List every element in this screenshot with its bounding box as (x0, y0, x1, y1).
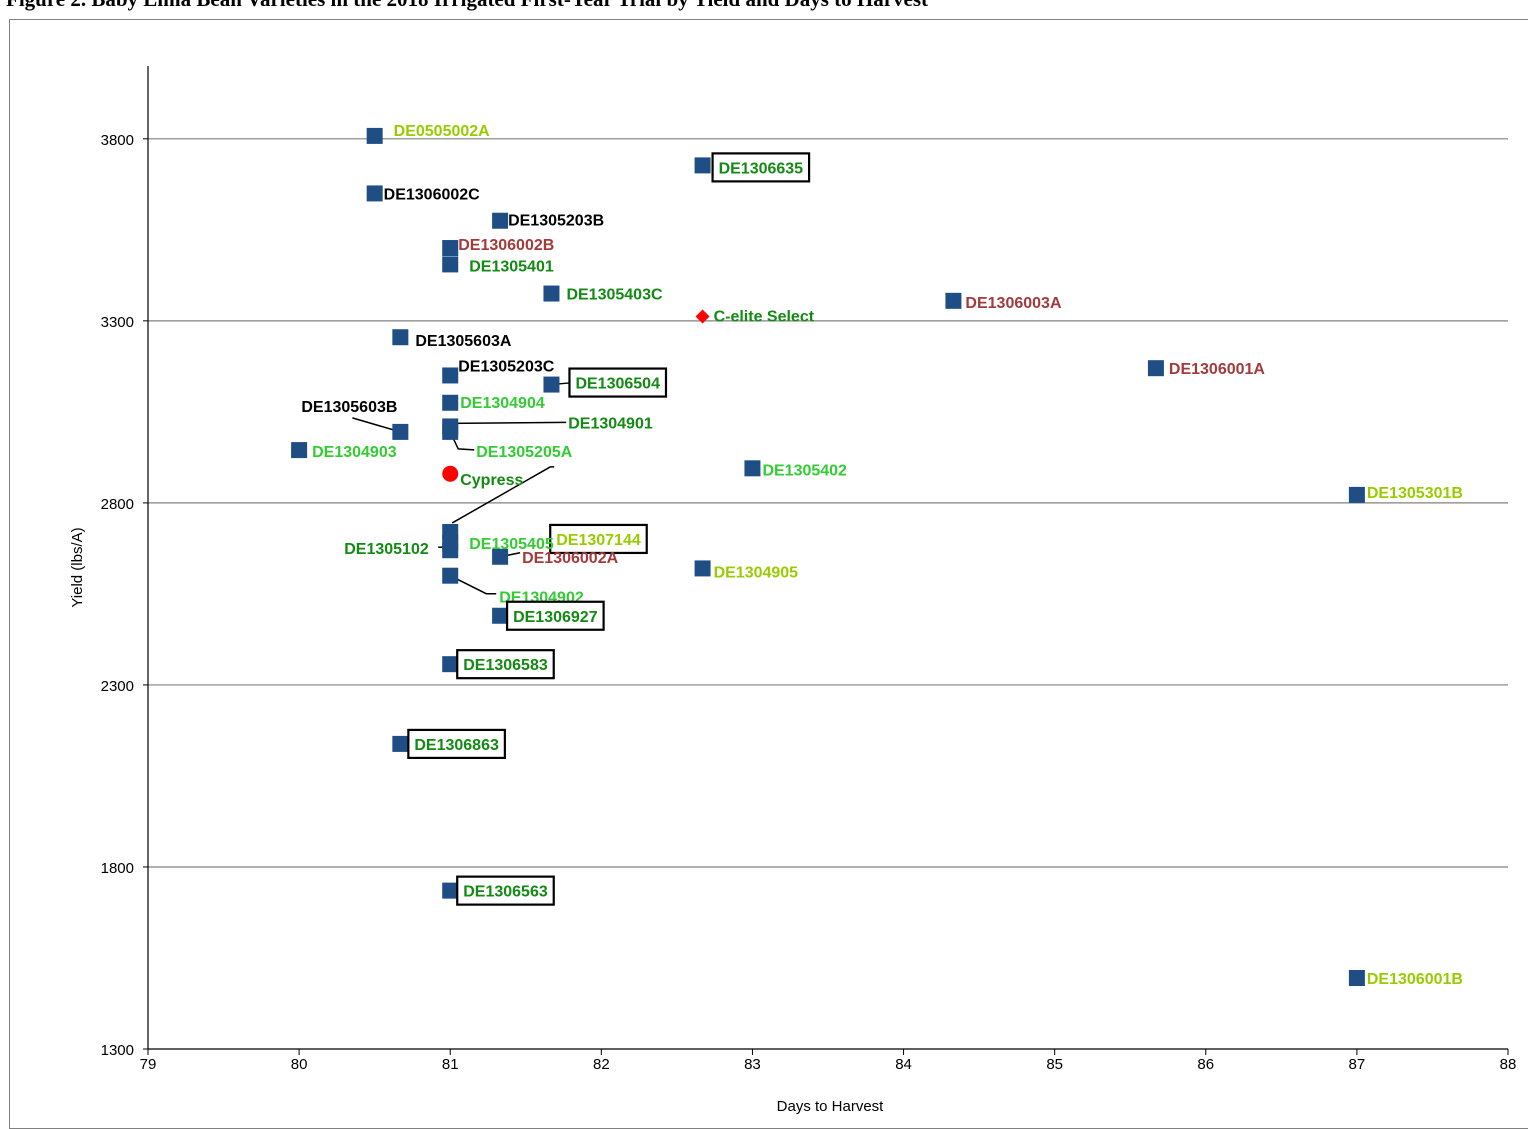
point-label: DE1305603B (301, 399, 397, 416)
leader-line (450, 421, 567, 425)
x-tick-label: 88 (1500, 1056, 1517, 1073)
axes: 1300 1800 2300 2800 3300 3800 79 80 81 82 83 84 85 86… (101, 66, 1517, 1073)
point-label: DE1305405 (469, 536, 554, 553)
y-tick-label: 2800 (101, 496, 134, 513)
label-box (568, 367, 668, 398)
point-labels: DE0505002A DE1306635 DE1306002C DE1305203B D… (301, 123, 1463, 988)
point-label: DE1304903 (312, 444, 397, 461)
data-point-square (744, 460, 761, 477)
point-label: DE0505002A (394, 123, 491, 140)
point-label: DE1306927 (513, 609, 598, 626)
x-tick-label: 85 (1046, 1056, 1063, 1073)
data-point-square (442, 256, 459, 273)
x-tick-label: 82 (593, 1056, 610, 1073)
data-point-square (366, 127, 383, 144)
data-point-square (366, 185, 383, 202)
label-box (549, 523, 648, 555)
data-point-square (694, 560, 711, 577)
point-label: DE1306504 (575, 376, 660, 393)
data-point-square (1348, 970, 1365, 987)
data-point-square (442, 656, 459, 673)
data-point-square (442, 524, 459, 541)
x-tick-label: 79 (140, 1056, 157, 1073)
point-label: DE1306001B (1367, 971, 1463, 988)
point-label: DE1305205A (476, 444, 573, 461)
point-label: DE1306863 (414, 737, 499, 754)
y-tick-label: 3300 (101, 314, 134, 331)
point-label: DE1305102 (344, 541, 429, 558)
data-point-square (492, 548, 509, 565)
point-label: DE1306002C (384, 186, 481, 203)
point-label: DE1304901 (568, 415, 653, 432)
data-point-square (392, 423, 409, 440)
point-label: DE1305203C (458, 358, 555, 375)
data-point-square (1147, 360, 1164, 377)
point-label: DE1305203B (508, 213, 604, 230)
label-box (456, 875, 555, 906)
label-box (456, 649, 555, 680)
data-point-square (442, 240, 459, 257)
data-point-square (442, 567, 459, 584)
label-box (711, 152, 811, 183)
data-point-square (1348, 486, 1365, 503)
data-point-square (392, 329, 409, 346)
data-point-square (543, 376, 560, 393)
data-point-square (291, 442, 308, 459)
label-box (407, 728, 506, 760)
y-tick-label: 3800 (101, 132, 134, 149)
x-tick-label: 84 (895, 1056, 912, 1073)
point-label: DE1306003A (965, 295, 1062, 312)
point-label: DE1304904 (460, 395, 545, 412)
point-label: DE1304905 (714, 564, 799, 581)
data-point-square (442, 542, 459, 559)
y-axis-title: Yield (lbs/A) (69, 527, 86, 607)
point-label: DE1306002A (522, 550, 619, 567)
y-tick-label: 2300 (101, 678, 134, 695)
data-point-square (945, 292, 962, 309)
point-label: Cypress (460, 472, 523, 489)
data-point-circle (442, 465, 459, 482)
leader-line (449, 575, 497, 595)
data-points (291, 127, 1365, 987)
y-tick-label: 1300 (101, 1042, 134, 1059)
data-point-square (694, 157, 711, 174)
data-point-square (442, 882, 459, 899)
data-point-square (492, 212, 509, 229)
x-tick-label: 86 (1197, 1056, 1214, 1073)
point-label: DE1305603A (415, 333, 512, 350)
gridlines (148, 138, 1508, 868)
x-tick-label: 87 (1349, 1056, 1366, 1073)
data-point-square (442, 423, 459, 440)
point-label: DE1306635 (719, 160, 804, 177)
point-label: DE1305403C (566, 287, 663, 304)
leader-line (451, 466, 555, 524)
y-tick-label: 1800 (101, 860, 134, 877)
figure-title: Figure 2. Baby Lima Bean Varieties in th… (6, 0, 928, 12)
point-label: DE1306001A (1169, 361, 1266, 378)
point-label: DE1306583 (463, 657, 548, 674)
data-point-square (492, 607, 509, 624)
point-label: DE1305401 (469, 258, 554, 275)
label-box (505, 600, 605, 631)
x-tick-label: 80 (291, 1056, 308, 1073)
point-label: DE1307144 (556, 532, 641, 549)
data-point-square (442, 394, 459, 411)
data-point-square (543, 285, 560, 302)
x-axis-title: Days to Harvest (777, 1098, 885, 1115)
point-label: DE1305402 (762, 462, 847, 479)
x-tick-label: 81 (442, 1056, 459, 1073)
data-point-diamond (695, 309, 710, 324)
x-tick-label: 83 (744, 1056, 761, 1073)
data-point-square (392, 735, 409, 752)
point-label: C-elite Select (714, 308, 815, 325)
data-point-square (442, 367, 459, 384)
point-label: DE1305301B (1367, 485, 1463, 502)
point-label: DE1306563 (463, 884, 548, 901)
point-label: DE1306002B (458, 237, 554, 254)
